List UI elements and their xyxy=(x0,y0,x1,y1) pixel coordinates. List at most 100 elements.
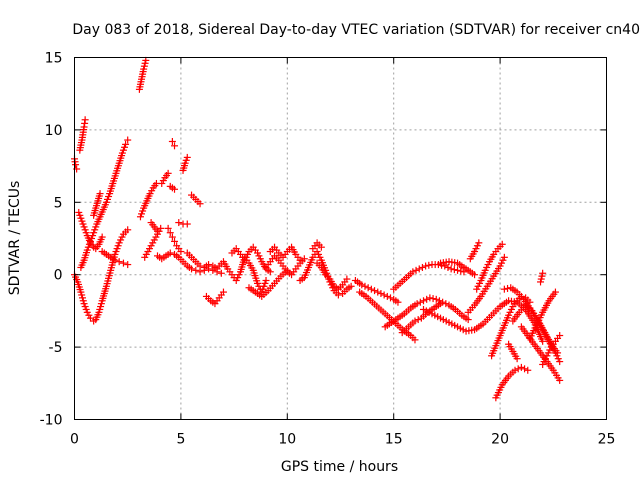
data-point-fill xyxy=(504,284,512,292)
x-tick-label: 25 xyxy=(598,432,616,448)
data-point-fill xyxy=(450,266,458,274)
data-point xyxy=(556,376,564,384)
data-point xyxy=(419,297,427,305)
data-point xyxy=(96,190,104,198)
grid-lines xyxy=(74,57,607,420)
data-point xyxy=(554,349,562,357)
y-tick-label: -10 xyxy=(40,413,63,429)
data-point xyxy=(498,240,506,248)
data-point xyxy=(411,317,419,325)
data-point xyxy=(411,336,419,344)
data-point xyxy=(500,253,508,261)
data-point xyxy=(266,268,274,276)
data-point xyxy=(183,153,191,161)
data-point xyxy=(124,261,132,269)
data-point xyxy=(447,265,455,273)
data-point xyxy=(166,249,174,257)
data-point-fill xyxy=(414,316,422,324)
data-point xyxy=(364,284,372,292)
data-point xyxy=(166,229,174,237)
data-point xyxy=(551,288,559,296)
data-point xyxy=(500,285,508,293)
data-point xyxy=(119,259,127,267)
data-point-fill xyxy=(418,263,426,271)
axis-ticks: 0 5 10 15 20 25 -10 -5 0 5 10 15 xyxy=(40,51,616,448)
data-point xyxy=(171,185,179,193)
data-point xyxy=(471,271,479,279)
data-point xyxy=(164,224,172,232)
x-tick-label: 10 xyxy=(278,432,296,448)
data-point xyxy=(432,295,440,303)
data-point xyxy=(347,282,355,290)
data-point-fill xyxy=(444,263,452,271)
data-point xyxy=(437,300,445,308)
data-point xyxy=(413,300,421,308)
data-point xyxy=(153,227,161,235)
x-tick-label: 15 xyxy=(385,432,403,448)
x-axis-label: GPS time / hours xyxy=(281,459,398,475)
y-tick-label: 5 xyxy=(54,195,63,211)
y-tick-label: -5 xyxy=(49,340,63,356)
data-point xyxy=(441,262,449,270)
data-point xyxy=(539,337,547,345)
data-point xyxy=(98,233,106,241)
data-point xyxy=(422,262,430,270)
data-point xyxy=(168,233,176,241)
data-point xyxy=(511,366,519,374)
data-point xyxy=(464,316,472,324)
data-point xyxy=(475,239,483,247)
data-point xyxy=(296,256,304,264)
data-point xyxy=(175,219,183,227)
data-point-fill xyxy=(425,261,433,269)
data-point xyxy=(196,262,204,270)
data-point-fill xyxy=(423,295,431,303)
data-point xyxy=(171,142,179,150)
data-point-fill xyxy=(416,298,424,306)
data-point xyxy=(454,266,462,274)
data-point xyxy=(217,269,225,277)
data-point xyxy=(539,269,547,277)
data-point xyxy=(300,255,308,263)
data-point-fill xyxy=(457,267,465,275)
data-point xyxy=(183,220,191,228)
data-point xyxy=(343,275,351,283)
data-point-fill xyxy=(429,295,437,303)
y-axis-label: SDTVAR / TECUs xyxy=(7,181,23,296)
y-tick-label: 0 xyxy=(54,268,63,284)
data-point xyxy=(383,292,391,300)
data-point xyxy=(317,243,325,251)
data-point xyxy=(556,358,564,366)
data-point xyxy=(188,265,196,273)
data-point xyxy=(164,169,172,177)
data-point-fill xyxy=(367,285,375,293)
data-point-fill xyxy=(361,282,369,290)
data-point xyxy=(111,256,119,264)
plot-frame xyxy=(74,57,607,420)
data-point xyxy=(177,248,185,256)
data-point xyxy=(124,226,132,234)
x-tick-label: 5 xyxy=(176,432,185,448)
chart-title: Day 083 of 2018, Sidereal Day-to-day VTE… xyxy=(72,22,640,38)
data-point xyxy=(409,268,417,276)
x-tick-label: 20 xyxy=(491,432,509,448)
data-point xyxy=(262,276,270,284)
data-point xyxy=(142,56,150,64)
data-point xyxy=(124,136,132,144)
data-point xyxy=(219,288,227,296)
data-point-fill xyxy=(521,365,529,373)
data-point-fill xyxy=(514,365,522,373)
data-point xyxy=(81,116,89,124)
data-points xyxy=(71,56,564,402)
data-point xyxy=(377,290,385,298)
data-point xyxy=(394,298,402,306)
data-point xyxy=(192,266,200,274)
data-point xyxy=(517,363,525,371)
data-point-fill xyxy=(412,266,420,274)
data-point xyxy=(358,281,366,289)
data-point-fill xyxy=(380,291,388,299)
data-point xyxy=(115,258,123,266)
data-point xyxy=(168,137,176,145)
data-point xyxy=(513,355,521,363)
data-point xyxy=(72,161,80,169)
